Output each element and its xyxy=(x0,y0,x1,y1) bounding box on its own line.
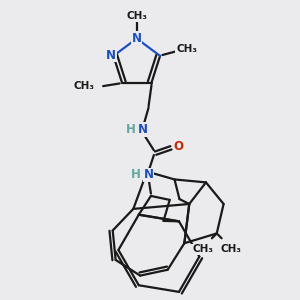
Text: CH₃: CH₃ xyxy=(73,81,94,91)
Text: CH₃: CH₃ xyxy=(176,44,197,54)
Text: CH₃: CH₃ xyxy=(126,11,147,21)
Text: O: O xyxy=(174,140,184,153)
Text: H: H xyxy=(126,123,136,136)
Text: CH₃: CH₃ xyxy=(220,244,242,254)
Text: N: N xyxy=(132,32,142,45)
Text: H: H xyxy=(131,168,141,181)
Text: CH₃: CH₃ xyxy=(192,244,213,254)
Text: N: N xyxy=(138,123,148,136)
Text: N: N xyxy=(106,49,116,62)
Text: N: N xyxy=(144,168,154,181)
